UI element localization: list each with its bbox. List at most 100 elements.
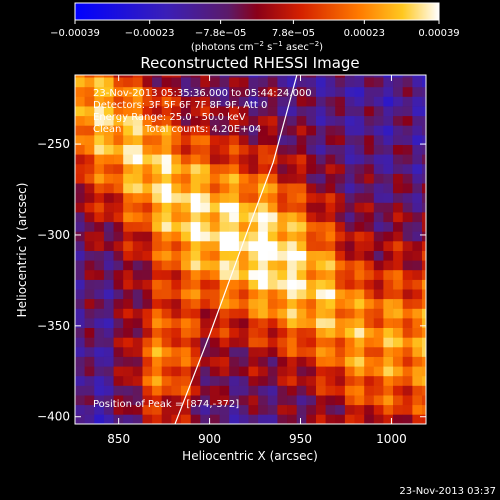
- heatmap-pixel: [103, 404, 114, 415]
- heatmap-pixel: [296, 106, 307, 117]
- heatmap-pixel: [132, 75, 143, 78]
- heatmap-pixel: [209, 231, 220, 242]
- heatmap-pixel: [296, 318, 307, 328]
- heatmap-pixel: [267, 289, 278, 300]
- heatmap-pixel: [335, 173, 346, 184]
- heatmap-pixel: [383, 327, 394, 338]
- heatmap-pixel: [306, 125, 317, 136]
- heatmap-pixel: [238, 269, 249, 280]
- heatmap-pixel: [316, 241, 326, 251]
- heatmap-pixel: [364, 366, 375, 377]
- heatmap-pixel: [161, 241, 172, 251]
- heatmap-pixel: [383, 75, 394, 78]
- heatmap-pixel: [94, 125, 105, 136]
- heatmap-pixel: [113, 231, 124, 242]
- heatmap-pixel: [412, 144, 423, 155]
- heatmap-pixel: [422, 356, 426, 367]
- heatmap-pixel: [238, 346, 249, 357]
- heatmap-pixel: [123, 269, 134, 280]
- heatmap-pixel: [219, 212, 230, 223]
- heatmap-pixel: [306, 298, 317, 309]
- heatmap-pixel: [142, 154, 153, 165]
- heatmap-pixel: [161, 298, 172, 309]
- heatmap-pixel: [402, 308, 413, 319]
- heatmap-pixel: [171, 375, 182, 386]
- heatmap-pixel: [258, 269, 269, 280]
- heatmap-pixel: [171, 77, 182, 88]
- heatmap-pixel: [238, 86, 249, 97]
- heatmap-pixel: [219, 86, 230, 97]
- heatmap-pixel: [402, 366, 413, 377]
- heatmap-pixel: [190, 279, 201, 290]
- heatmap-pixel: [373, 86, 384, 97]
- heatmap-pixel: [152, 337, 163, 348]
- heatmap-pixel: [277, 86, 288, 97]
- heatmap-pixel: [84, 308, 95, 319]
- heatmap-pixel: [171, 298, 182, 309]
- heatmap-pixel: [142, 125, 153, 136]
- heatmap-pixel: [94, 279, 105, 290]
- heatmap-pixel: [422, 366, 426, 377]
- heatmap-pixel: [354, 269, 365, 280]
- heatmap-pixel: [267, 75, 278, 78]
- heatmap-pixel: [306, 202, 317, 213]
- heatmap-pixel: [306, 173, 317, 184]
- heatmap-pixel: [103, 414, 114, 424]
- heatmap-pixel: [84, 115, 95, 126]
- heatmap-pixel: [171, 106, 182, 117]
- heatmap-pixel: [200, 289, 211, 300]
- heatmap-pixel: [103, 183, 114, 194]
- heatmap-pixel: [84, 154, 95, 165]
- heatmap-pixel: [75, 125, 85, 136]
- heatmap-pixel: [152, 279, 163, 290]
- heatmap-pixel: [113, 86, 124, 97]
- heatmap-pixel: [103, 346, 114, 357]
- heatmap-pixel: [75, 75, 85, 78]
- heatmap-pixel: [306, 414, 317, 424]
- heatmap-pixel: [354, 192, 365, 203]
- heatmap-pixel: [335, 250, 346, 261]
- heatmap-pixel: [316, 289, 326, 300]
- heatmap-pixel: [258, 414, 269, 424]
- heatmap-pixel: [113, 346, 124, 357]
- heatmap-pixel: [306, 337, 317, 348]
- heatmap-pixel: [412, 366, 423, 377]
- heatmap-pixel: [75, 327, 85, 338]
- heatmap-pixel: [219, 163, 230, 174]
- heatmap-pixel: [181, 75, 191, 78]
- heatmap-pixel: [258, 346, 269, 357]
- heatmap-pixel: [190, 385, 201, 396]
- heatmap-pixel: [142, 375, 153, 386]
- heatmap-pixel: [393, 260, 404, 271]
- heatmap-pixel: [402, 327, 413, 338]
- heatmap-pixel: [248, 289, 259, 300]
- heatmap-pixel: [84, 298, 95, 309]
- heatmap-pixel: [113, 163, 124, 174]
- y-tick-label: −350: [37, 319, 70, 333]
- heatmap-pixel: [152, 106, 163, 117]
- heatmap-pixel: [325, 385, 336, 396]
- heatmap-pixel: [132, 173, 143, 184]
- heatmap-pixel: [113, 154, 124, 165]
- heatmap-pixel: [316, 115, 326, 126]
- heatmap-pixel: [75, 241, 85, 251]
- heatmap-pixel: [364, 173, 375, 184]
- heatmap-pixel: [277, 298, 288, 309]
- heatmap-pixel: [383, 221, 394, 232]
- heatmap-pixel: [200, 212, 211, 223]
- heatmap-pixel: [190, 183, 201, 194]
- heatmap-pixel: [161, 414, 172, 424]
- heatmap-image: [75, 75, 426, 424]
- heatmap-pixel: [181, 289, 191, 300]
- y-tick-label: −300: [37, 228, 70, 242]
- heatmap-pixel: [132, 318, 143, 328]
- heatmap-pixel: [287, 404, 298, 415]
- heatmap-pixel: [94, 106, 105, 117]
- heatmap-pixel: [229, 106, 240, 117]
- heatmap-pixel: [190, 269, 201, 280]
- heatmap-pixel: [248, 163, 259, 174]
- heatmap-pixel: [238, 192, 249, 203]
- heatmap-pixel: [75, 385, 85, 396]
- heatmap-pixel: [364, 163, 375, 174]
- heatmap-pixel: [393, 212, 404, 223]
